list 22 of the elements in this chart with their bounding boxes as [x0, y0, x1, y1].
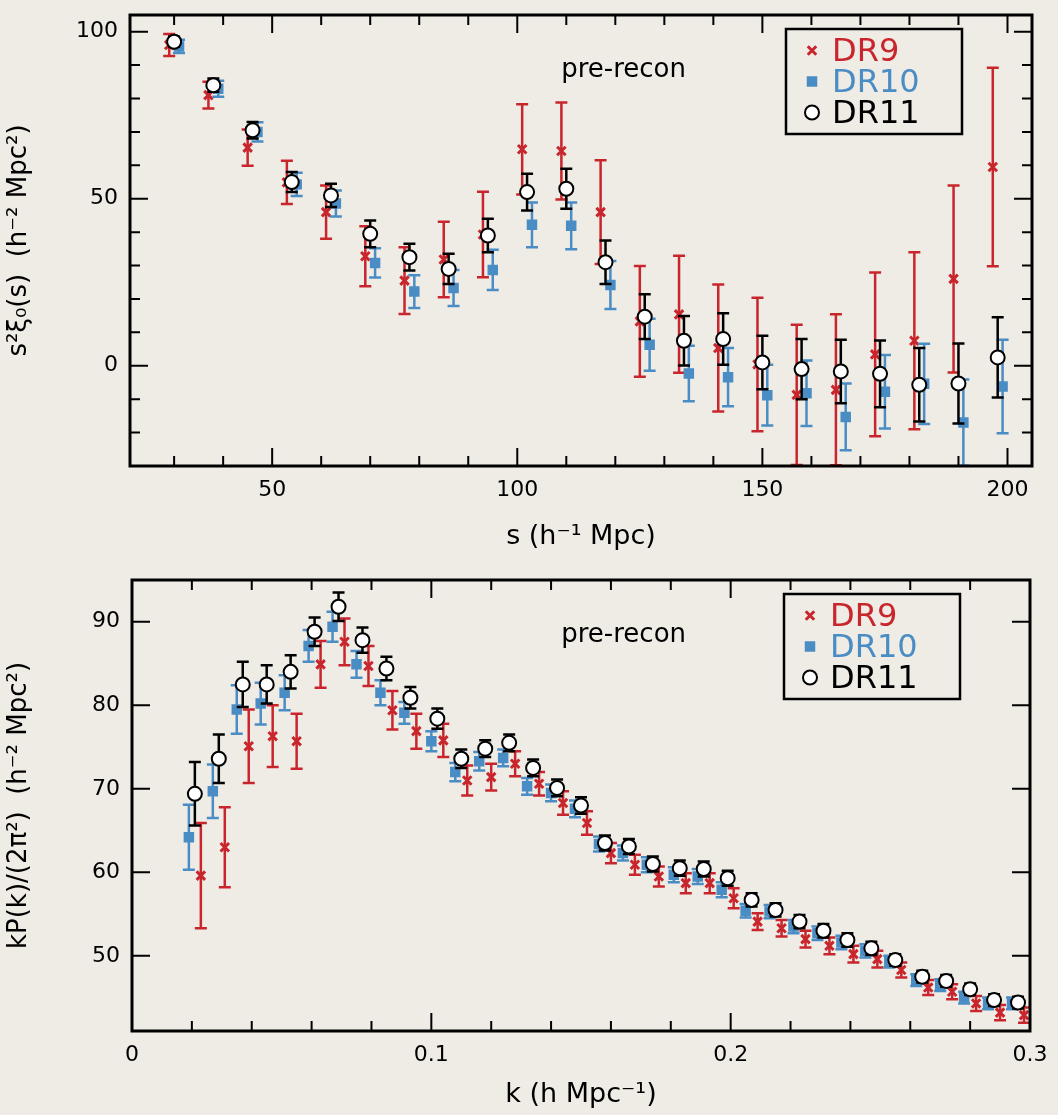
annotation: pre-recon — [561, 53, 686, 83]
x-axis-title: s (h⁻¹ Mpc) — [506, 518, 656, 550]
y-tick-label: 0 — [104, 351, 118, 377]
y-tick-label: 80 — [92, 691, 120, 716]
x-tick-label: 100 — [496, 476, 539, 501]
y-tick-label: 60 — [92, 858, 120, 884]
x-tick-label: 0 — [125, 1041, 139, 1066]
x-tick-label: 200 — [986, 476, 1029, 501]
y-axis-title: s²ξ₀(s) (h⁻² Mpc²) — [2, 124, 33, 357]
y-tick-label: 50 — [92, 941, 120, 967]
y-tick-label: 90 — [92, 607, 120, 633]
y-tick-label: 70 — [92, 774, 120, 800]
y-tick-label: 50 — [90, 184, 118, 210]
x-tick-label: 50 — [258, 476, 287, 501]
x-tick-label: 0.3 — [1012, 1041, 1048, 1066]
y-axis-title: kP(k)/(2π²) (h⁻² Mpc²) — [2, 661, 33, 950]
x-axis-title: k (h Mpc⁻¹) — [505, 1076, 657, 1108]
annotation: pre-recon — [561, 618, 687, 648]
x-tick-label: 0.1 — [413, 1041, 449, 1066]
x-tick-label: 0.2 — [713, 1041, 749, 1066]
x-tick-label: 150 — [741, 476, 784, 501]
y-tick-label: 100 — [76, 17, 118, 43]
